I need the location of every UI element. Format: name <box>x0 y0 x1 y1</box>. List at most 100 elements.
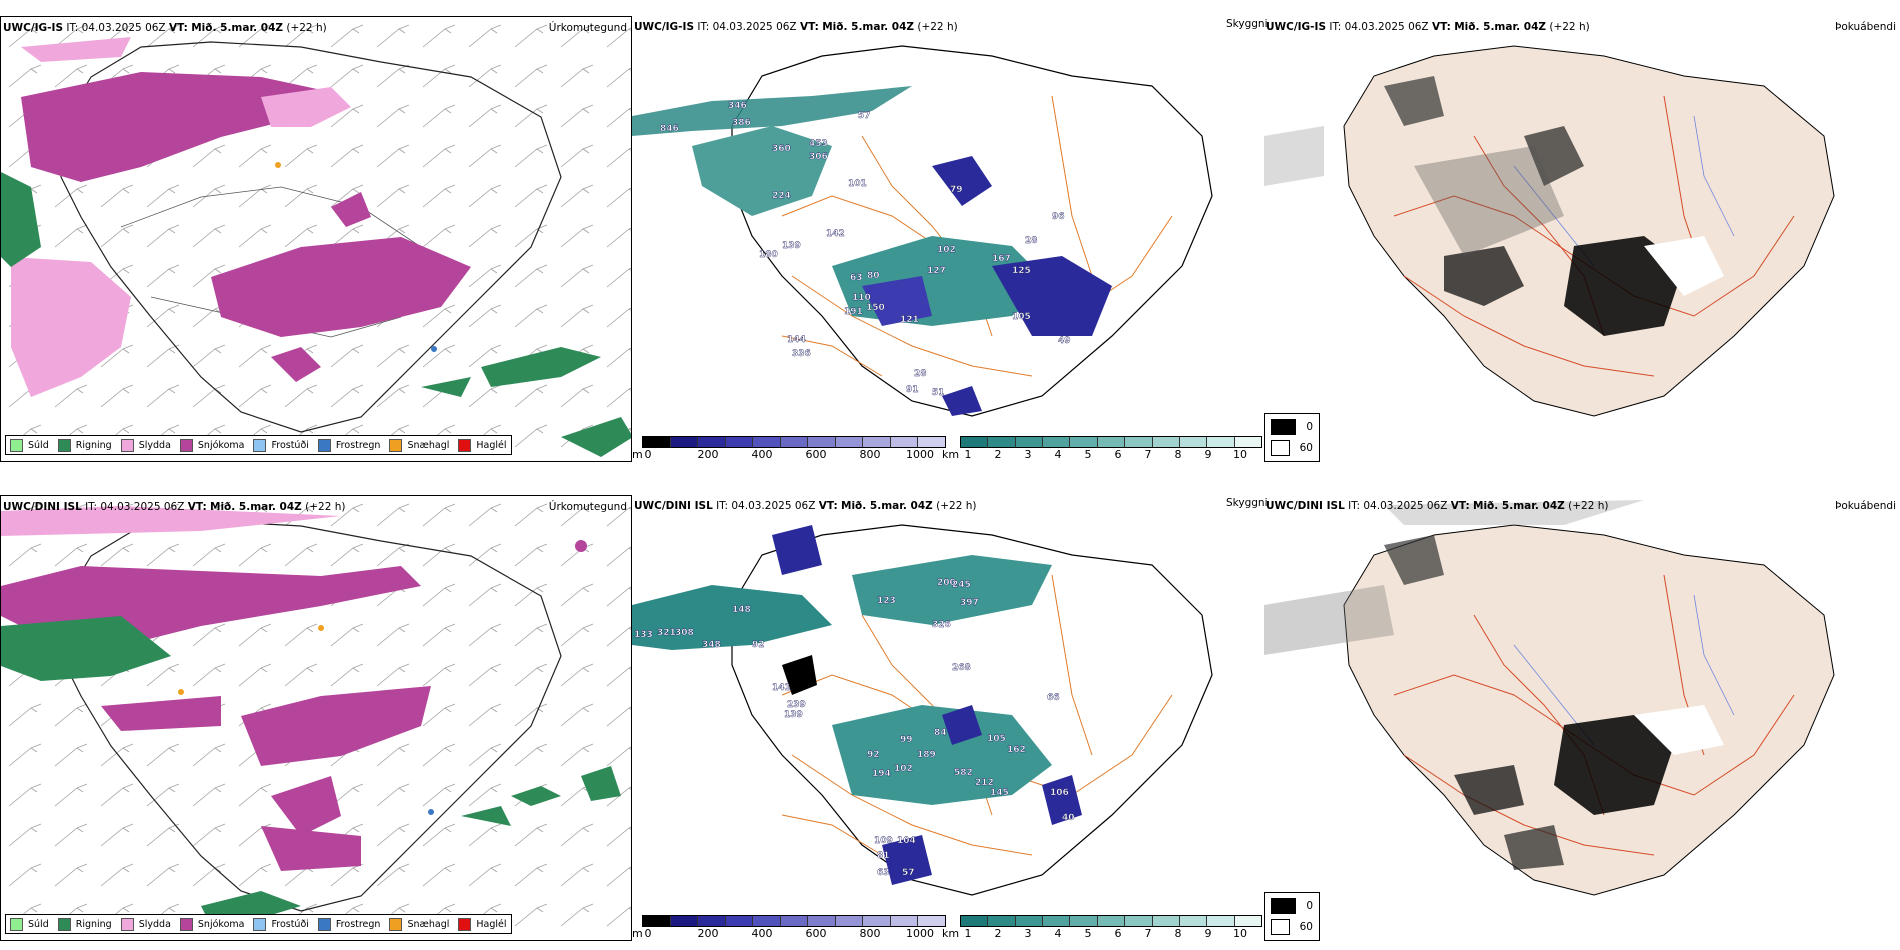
visibility-colorbar-m: m 0 200 400 600 800 1000 <box>632 436 946 461</box>
visibility-panel-row2: UWC/DINI ISL IT: 04.03.2025 06Z VT: Mið.… <box>632 495 1264 941</box>
visibility-numbers: 846 346 386 57 360 453 306 224 101 79 14… <box>660 101 1071 398</box>
svg-text:66: 66 <box>1047 693 1060 703</box>
visibility-panel-row1: UWC/IG-IS IT: 04.03.2025 06Z VT: Mið. 5.… <box>632 16 1264 462</box>
svg-text:57: 57 <box>902 868 915 878</box>
svg-text:194: 194 <box>872 769 891 779</box>
fog-panel-row1: UWC/IG-IS IT: 04.03.2025 06Z VT: Mið. 5.… <box>1264 16 1900 462</box>
svg-text:79: 79 <box>950 185 963 195</box>
visibility-colorbar-km: km 1 2 3 4 5 6 7 8 9 10 <box>942 436 1262 461</box>
svg-text:139: 139 <box>784 710 803 720</box>
legend-item-frostregn: Frostregn <box>317 438 380 452</box>
svg-text:105: 105 <box>987 734 1006 744</box>
svg-text:104: 104 <box>897 836 916 846</box>
svg-text:386: 386 <box>732 118 751 128</box>
legend-item-snaehagl: Snæhagl <box>389 438 449 452</box>
svg-text:109: 109 <box>874 836 893 846</box>
legend-item-frostudi: Frostúði <box>253 438 309 452</box>
svg-text:162: 162 <box>1007 745 1026 755</box>
svg-text:63: 63 <box>877 868 890 878</box>
panel-field-label: Þokuábendi <box>1835 21 1896 33</box>
svg-text:326: 326 <box>932 620 951 630</box>
fog-map <box>1264 45 1835 417</box>
visibility-areas <box>632 86 1112 416</box>
fog-legend: 0 60 <box>1264 892 1320 941</box>
svg-text:127: 127 <box>927 266 946 276</box>
fog-panel-row2: UWC/DINI ISL IT: 04.03.2025 06Z VT: Mið.… <box>1264 495 1900 941</box>
svg-text:28: 28 <box>914 369 927 379</box>
legend-item-rigning: Rigning <box>57 917 112 931</box>
svg-text:28: 28 <box>1025 236 1038 246</box>
svg-text:180: 180 <box>759 250 778 260</box>
svg-text:92: 92 <box>867 750 880 760</box>
legend-item-snjokoma: Snjókoma <box>179 438 244 452</box>
svg-text:239: 239 <box>787 700 806 710</box>
svg-text:105: 105 <box>1012 312 1031 322</box>
svg-text:148: 148 <box>732 605 751 615</box>
svg-text:80: 80 <box>867 271 880 281</box>
svg-text:96: 96 <box>1052 212 1065 222</box>
panel-title: UWC/IG-IS IT: 04.03.2025 06Z VT: Mið. 5.… <box>3 22 327 34</box>
visibility-map <box>632 524 1213 896</box>
panel-title: UWC/DINI ISL IT: 04.03.2025 06Z VT: Mið.… <box>3 501 346 513</box>
svg-text:141: 141 <box>772 683 791 693</box>
legend-item-frostregn: Frostregn <box>317 917 380 931</box>
svg-text:268: 268 <box>952 663 971 673</box>
svg-text:102: 102 <box>894 764 913 774</box>
svg-text:145: 145 <box>990 788 1009 798</box>
svg-text:101: 101 <box>848 179 867 189</box>
legend-item-snaehagl: Snæhagl <box>389 917 449 931</box>
svg-text:397: 397 <box>960 598 979 608</box>
visibility-field-label: Skyggni <box>1226 18 1268 30</box>
ptype-map <box>1 496 631 940</box>
legend-item-suld: Súld <box>10 438 49 452</box>
legend-item-haglel: Haglél <box>458 917 507 931</box>
svg-text:200: 200 <box>937 578 956 588</box>
panel-field-label: Úrkomutegund <box>548 501 627 513</box>
svg-text:99: 99 <box>900 735 913 745</box>
panel-field-label: Þokuábendi <box>1835 500 1896 512</box>
visibility-field-label: Skyggni <box>1226 497 1268 509</box>
legend-item-slydda: Slydda <box>120 438 171 452</box>
svg-text:139: 139 <box>782 241 801 251</box>
visibility-colorbar-km: km 1 2 3 4 5 6 7 8 9 10 <box>942 915 1262 940</box>
ptype-map <box>1 17 631 461</box>
svg-text:91: 91 <box>906 385 919 395</box>
svg-text:63: 63 <box>850 273 863 283</box>
iceland-outline <box>60 41 562 433</box>
svg-text:348: 348 <box>702 640 721 650</box>
fog-map <box>1264 500 1835 896</box>
svg-text:167: 167 <box>992 254 1011 264</box>
svg-text:133: 133 <box>634 630 653 640</box>
svg-text:102: 102 <box>937 245 956 255</box>
svg-text:846: 846 <box>660 124 679 134</box>
ptype-panel-row1: UWC/IG-IS IT: 04.03.2025 06Z VT: Mið. 5.… <box>0 16 632 462</box>
svg-text:336: 336 <box>792 349 811 359</box>
svg-text:51: 51 <box>932 388 945 398</box>
svg-text:191: 191 <box>844 307 863 317</box>
visibility-areas <box>632 525 1082 885</box>
svg-text:144: 144 <box>787 335 806 345</box>
svg-text:92: 92 <box>752 640 765 650</box>
svg-text:123: 123 <box>877 596 896 606</box>
fog-legend: 0 60 <box>1264 413 1320 462</box>
fog-shading <box>1264 500 1724 870</box>
svg-text:212: 212 <box>975 778 994 788</box>
iceland-land <box>1343 45 1835 417</box>
visibility-map <box>632 45 1213 417</box>
panel-title: UWC/IG-IS IT: 04.03.2025 06Z VT: Mið. 5.… <box>634 21 958 33</box>
svg-text:121: 121 <box>900 315 919 325</box>
svg-text:81: 81 <box>877 851 890 861</box>
svg-text:360: 360 <box>772 144 791 154</box>
ptype-legend: Súld Rigning Slydda Snjókoma Frostúði Fr… <box>5 435 512 455</box>
svg-text:84: 84 <box>934 728 947 738</box>
visibility-colorbar-m: m 0 200 400 600 800 1000 <box>632 915 946 940</box>
panel-title: UWC/DINI ISL IT: 04.03.2025 06Z VT: Mið.… <box>1266 500 1609 512</box>
svg-text:453: 453 <box>809 139 828 149</box>
legend-item-frostudi: Frostúði <box>253 917 309 931</box>
fog-shading <box>1264 76 1724 336</box>
ptype-legend: Súld Rigning Slydda Snjókoma Frostúði Fr… <box>5 914 512 934</box>
panel-field-label: Úrkomutegund <box>548 22 627 34</box>
ptype-panel-row2: UWC/DINI ISL IT: 04.03.2025 06Z VT: Mið.… <box>0 495 632 941</box>
svg-text:57: 57 <box>858 111 871 121</box>
legend-item-haglel: Haglél <box>458 438 507 452</box>
